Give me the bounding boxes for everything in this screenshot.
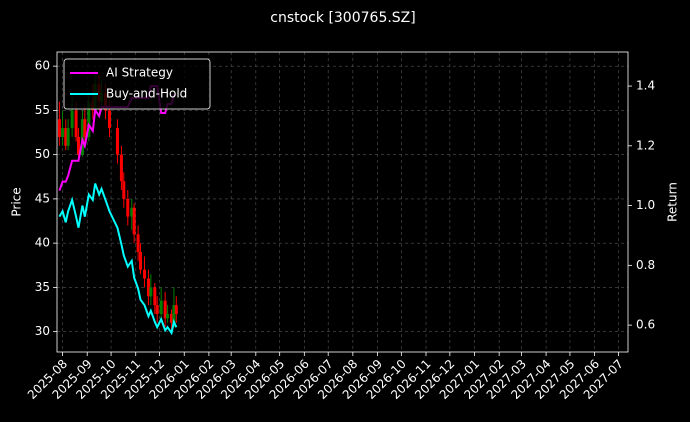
candle-body — [163, 300, 167, 319]
y2-axis-label: Return — [666, 182, 680, 222]
y-tick-label: 60 — [35, 59, 50, 73]
candle-body — [80, 119, 84, 155]
y2-tick-label: 1.4 — [636, 79, 655, 93]
candle-body — [126, 198, 130, 217]
candle-body — [153, 287, 157, 306]
candle-body — [170, 313, 174, 323]
candle-body — [74, 110, 78, 137]
y-tick-label: 55 — [35, 103, 50, 117]
legend-box — [63, 58, 211, 110]
candle-body — [119, 154, 123, 182]
candle-body — [64, 128, 68, 146]
candle-body — [149, 287, 153, 297]
plot-frame — [56, 51, 629, 353]
candle-body — [155, 305, 159, 314]
candle-body — [76, 136, 80, 155]
candle-body — [87, 101, 91, 137]
y2-tick-label: 0.8 — [636, 258, 655, 272]
candle-body — [166, 313, 170, 319]
y-tick-label: 50 — [35, 147, 50, 161]
candle-body — [107, 110, 111, 129]
candle-body — [57, 119, 61, 137]
y2-tick-label: 1.0 — [636, 198, 655, 212]
line-series — [58, 183, 178, 336]
candle-body — [122, 181, 126, 199]
y2-tick-label: 1.2 — [636, 138, 655, 152]
y2-tick-label: 0.6 — [636, 318, 655, 332]
legend-label: AI Strategy — [106, 66, 173, 80]
candle-body — [159, 300, 163, 314]
candle-body — [139, 252, 143, 270]
y-tick-label: 40 — [35, 236, 50, 250]
candle-body — [146, 278, 150, 297]
candle-body — [70, 110, 74, 129]
y-tick-label: 45 — [35, 191, 50, 205]
candle-body — [132, 207, 136, 235]
y-tick-label: 35 — [35, 280, 50, 294]
candle-body — [172, 305, 176, 323]
candle-body — [66, 128, 70, 146]
y-tick-label: 30 — [35, 324, 50, 338]
candle-body — [174, 305, 178, 314]
candle-body — [142, 269, 146, 279]
candle-body — [136, 234, 140, 252]
y-axis-label: Price — [10, 187, 24, 216]
candle-body — [61, 128, 65, 137]
legend: AI Strategy Buy-and-Hold — [63, 58, 211, 110]
candle-body — [83, 119, 87, 137]
candle-body — [130, 207, 134, 217]
candle-body — [115, 128, 119, 155]
legend-label: Buy-and-Hold — [106, 87, 187, 101]
chart-title: cnstock [300765.SZ] — [270, 10, 415, 26]
